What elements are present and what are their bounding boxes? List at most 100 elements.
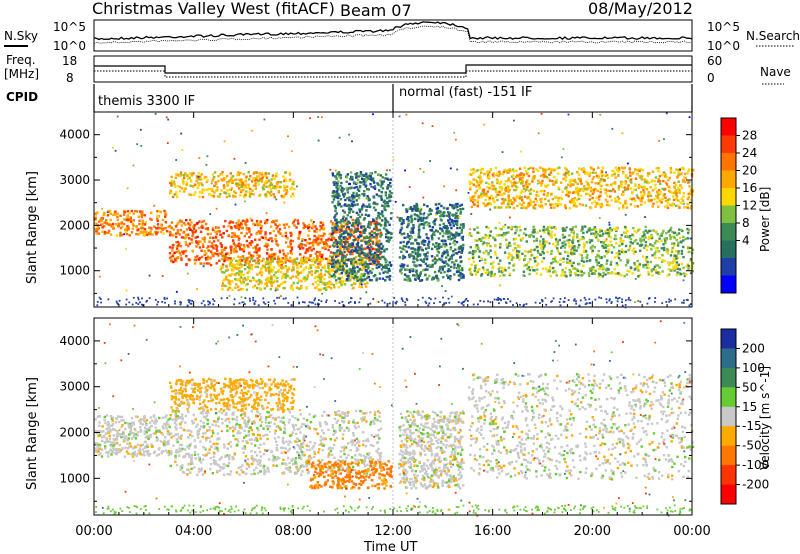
range-cell	[590, 187, 593, 191]
range-cell	[662, 243, 665, 246]
range-cell	[634, 239, 638, 242]
range-cell	[539, 198, 542, 201]
range-cell	[277, 262, 280, 265]
range-cell	[676, 175, 679, 178]
range-cell	[563, 235, 567, 239]
range-cell	[340, 251, 343, 255]
range-cell	[617, 197, 621, 200]
range-cell	[333, 276, 336, 279]
range-cell	[377, 212, 381, 215]
range-cell	[597, 182, 600, 185]
range-cell	[539, 166, 542, 169]
range-cell	[288, 173, 292, 176]
range-cell	[525, 172, 529, 176]
range-cell	[676, 271, 679, 274]
range-cell	[334, 206, 337, 210]
range-cell	[236, 184, 239, 188]
range-cell	[286, 274, 289, 278]
range-cell	[608, 189, 611, 193]
range-cell	[255, 178, 259, 181]
range-cell	[249, 175, 252, 178]
range-cell	[410, 217, 413, 220]
range-cell	[323, 277, 326, 281]
range-cell	[275, 219, 278, 222]
range-cell	[433, 276, 436, 279]
range-cell	[318, 258, 322, 261]
range-cell	[339, 250, 342, 253]
range-cell	[420, 279, 424, 282]
range-cell	[345, 273, 348, 276]
range-cell	[284, 275, 288, 278]
range-cell	[448, 235, 451, 238]
range-cell	[342, 236, 345, 239]
range-cell	[683, 172, 687, 176]
range-cell	[250, 258, 253, 261]
range-cell	[352, 286, 355, 290]
range-cell	[383, 248, 386, 251]
range-cell	[527, 174, 531, 178]
range-cell	[241, 255, 245, 258]
range-cell	[189, 228, 192, 231]
range-cell	[385, 275, 388, 279]
range-cell	[572, 232, 576, 235]
range-cell	[218, 252, 221, 255]
range-cell	[197, 178, 200, 181]
range-cell	[424, 262, 428, 265]
range-cell	[610, 251, 614, 254]
range-cell	[194, 256, 197, 259]
range-cell	[441, 235, 445, 238]
range-cell	[556, 261, 559, 264]
range-cell	[304, 260, 307, 264]
range-cell	[293, 259, 296, 262]
range-cell	[304, 251, 307, 254]
range-cell	[258, 174, 261, 178]
range-cell	[234, 191, 237, 195]
range-cell	[537, 194, 540, 197]
range-cell	[622, 190, 625, 193]
range-cell	[592, 168, 595, 171]
range-cell	[475, 271, 478, 274]
range-cell	[359, 171, 363, 174]
range-cell	[595, 196, 598, 200]
range-cell	[507, 226, 510, 229]
range-cell	[671, 242, 674, 245]
range-cell	[97, 232, 101, 235]
range-cell	[449, 269, 452, 272]
range-cell	[289, 241, 292, 244]
range-cell	[291, 221, 295, 225]
range-cell	[663, 205, 667, 208]
range-cell	[333, 231, 336, 234]
range-cell	[276, 288, 279, 291]
range-cell	[138, 222, 141, 226]
range-cell	[341, 219, 345, 222]
range-cell	[581, 225, 584, 228]
range-cell	[510, 185, 514, 188]
range-cell	[644, 263, 647, 267]
range-cell	[264, 231, 267, 234]
range-cell	[282, 272, 286, 276]
range-cell	[339, 246, 342, 250]
range-cell	[387, 205, 390, 208]
range-cell	[212, 252, 215, 255]
range-cell	[486, 190, 489, 193]
range-cell	[104, 230, 107, 234]
range-cell	[677, 174, 680, 177]
range-cell	[600, 229, 603, 233]
range-cell	[126, 214, 129, 218]
range-cell	[384, 218, 387, 222]
range-cell	[335, 255, 338, 258]
range-cell	[414, 217, 417, 220]
range-cell	[275, 181, 279, 185]
range-cell	[585, 180, 588, 183]
range-cell	[342, 209, 345, 212]
range-cell	[346, 197, 349, 200]
range-cell	[356, 224, 360, 227]
range-cell	[653, 242, 657, 245]
range-cell	[636, 265, 639, 269]
range-cell	[500, 228, 503, 231]
range-cell	[125, 232, 129, 236]
range-cell	[653, 265, 657, 268]
range-cell	[237, 171, 240, 174]
range-cell	[456, 219, 459, 223]
range-cell	[351, 218, 354, 222]
